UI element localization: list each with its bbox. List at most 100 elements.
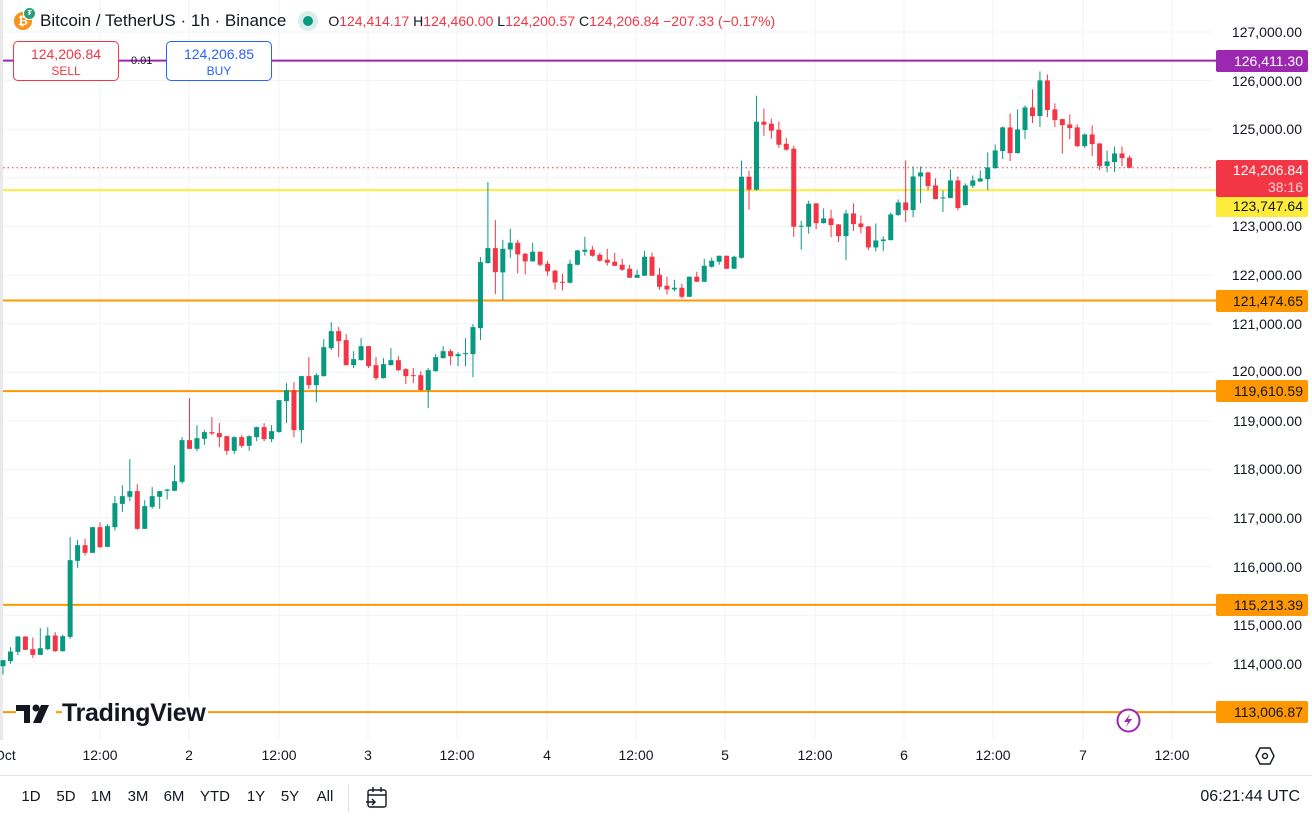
candle-up [567,263,573,283]
candle-down [336,331,342,342]
candle-up [254,427,260,438]
candle-down [522,253,528,262]
candle-up [425,370,431,391]
range-5y-button[interactable]: 5Y [280,788,300,805]
chart-settings-icon[interactable] [1255,746,1275,766]
candle-down [783,143,789,150]
candle-down [537,251,543,265]
candle-up [157,491,163,497]
price-tick-label: 127,000.00 [1231,24,1302,40]
candle-up [940,197,946,199]
range-1d-button[interactable]: 1D [21,788,41,805]
candle-down [373,365,379,379]
candle-up [119,496,125,504]
candle-down [768,123,774,131]
candle-down [545,263,551,272]
candle-up [313,375,319,386]
candle-up [351,359,357,366]
candle-up [75,545,81,561]
price-tick-label: 115,000.00 [1232,616,1302,633]
candle-up [1104,161,1110,167]
utc-clock[interactable]: 06:21:44 UTC [1200,788,1300,805]
candle-down [224,436,230,451]
candle-down [1126,157,1132,168]
buy-price: 124,206.85 [183,46,255,62]
candle-down [560,281,565,283]
sell-price: 124,206.84 [30,46,102,62]
candle-up [753,121,759,190]
candle-up [358,346,364,361]
candle-up [1000,127,1006,152]
chart-left-edge [0,0,3,740]
candle-up [716,255,722,262]
candle-up [880,239,886,242]
range-ytd-button[interactable]: YTD [200,788,230,805]
candle-up [15,636,21,652]
current-price-label: 124,206.84 38:16 [1216,160,1308,197]
price-chart[interactable] [0,0,1312,775]
symbol-title[interactable]: Bitcoin / TetherUS · 1h · Binance [40,11,287,30]
candle-up [843,213,849,237]
candle-up [970,180,976,186]
candle-down [239,437,245,446]
candle-up [283,390,289,402]
candle-down [925,172,931,187]
candle-down [627,268,633,278]
buy-button[interactable]: 124,206.85 BUY [166,41,272,81]
candle-up [60,636,66,652]
go-to-date-calendar-icon[interactable] [364,785,390,811]
range-all-button[interactable]: All [316,788,334,805]
candle-down [865,226,871,248]
current-price: 124,206.84 [1232,162,1303,178]
candle-down [1067,124,1073,129]
candle-down [724,255,730,269]
candle-down [858,223,864,228]
candle-down [813,203,819,224]
candle-up [1037,80,1043,117]
candle-up [642,256,648,276]
candle-up [269,431,275,440]
time-tick-label: 12:00 [975,747,1011,763]
candle-up [977,178,983,182]
range-6m-button[interactable]: 6M [163,788,185,805]
tradingview-logo[interactable]: TradingView [16,699,208,728]
range-5d-button[interactable]: 5D [56,788,76,805]
time-tick-label: 7 [1079,747,1087,763]
ohlc-values: O124,414.17 H124,460.00 L124,200.57 C124… [328,13,775,29]
low-value: 124,200.57 [505,13,576,29]
candle-up [246,436,252,446]
change-value: −207.33 (−0.17%) [663,13,776,29]
range-3m-button[interactable]: 3M [127,788,149,805]
candle-down [1052,109,1058,121]
time-tick-label: 12:00 [797,747,833,763]
candle-down [664,285,670,290]
candle-down [216,433,222,438]
candle-up [149,496,155,507]
candle-down [187,440,192,449]
price-tick-label: 122,000.00 [1231,267,1302,283]
candle-down [291,390,297,431]
time-tick-label: 12:00 [261,747,297,763]
candle-up [507,242,513,250]
range-1m-button[interactable]: 1M [90,788,112,805]
candle-up [1112,153,1118,163]
candle-down [1059,119,1065,126]
candle-down [366,346,372,367]
candle-up [164,489,170,491]
candle-up [806,203,812,227]
candle-down [656,274,662,287]
candle-up [962,185,968,206]
candle-down [306,376,312,386]
candle-down [836,224,842,237]
candle-up [172,481,178,491]
buy-label: BUY [206,64,232,78]
candle-up [179,440,185,482]
candle-down [619,264,625,270]
candle-up [485,248,491,264]
sell-button[interactable]: 124,206.84 SELL [13,41,119,81]
candle-down [82,545,88,553]
price-tick-label: 125,000.00 [1231,121,1302,138]
candle-up [873,240,879,248]
lightning-alert-icon[interactable] [1116,708,1141,733]
range-1y-button[interactable]: 1Y [246,788,266,805]
